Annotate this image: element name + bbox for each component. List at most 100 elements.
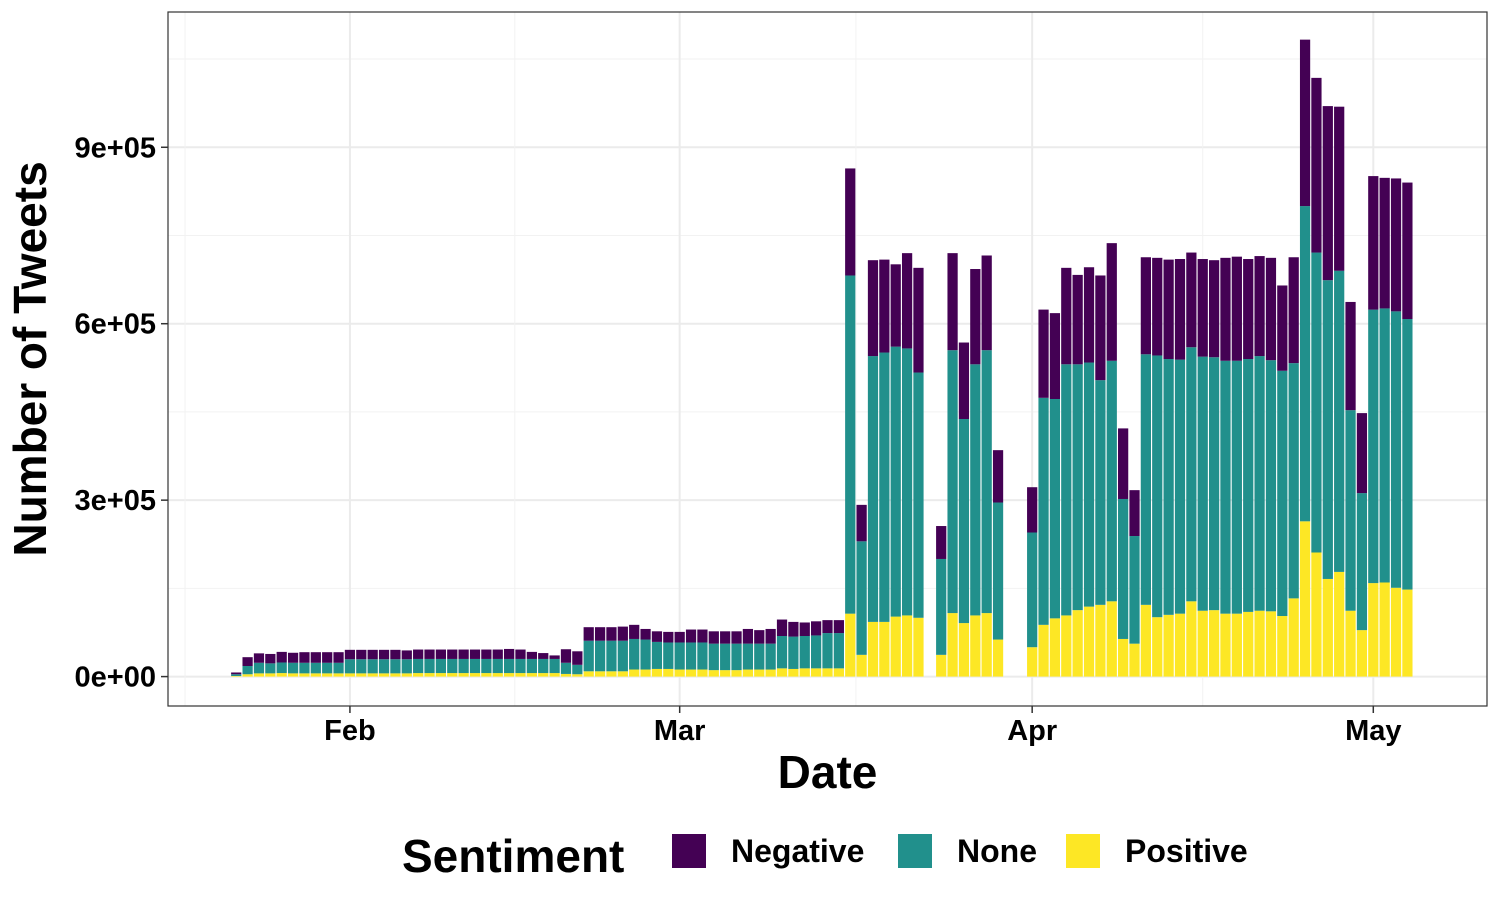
bar-segment-negative [720, 631, 731, 644]
bar-segment-negative [504, 648, 515, 659]
bar-segment-negative [378, 649, 390, 660]
bar-segment-positive [731, 670, 742, 677]
legend-key-none [898, 834, 932, 868]
bar-segment-positive [1322, 578, 1333, 677]
bar-segment-negative [310, 652, 321, 663]
bar-segment-none [720, 643, 731, 671]
bar-segment-positive [1243, 611, 1254, 677]
bar-segment-none [1163, 359, 1174, 615]
bar-segment-positive [856, 654, 867, 677]
bar-segment-negative [538, 653, 549, 659]
bars [231, 39, 1413, 677]
bar-segment-negative [1095, 275, 1106, 381]
legend-title: Sentiment [402, 830, 624, 882]
bar-segment-negative [1231, 256, 1242, 361]
bar-segment-negative [367, 649, 378, 660]
bar-segment-none [1049, 398, 1061, 619]
bar-segment-none [981, 350, 992, 614]
bar-segment-positive [356, 673, 367, 677]
legend-key-negative [672, 834, 706, 868]
bar-segment-positive [1345, 610, 1356, 677]
bar-segment-none [1220, 360, 1231, 614]
bar-segment-positive [1402, 589, 1413, 677]
bar-segment-positive [1208, 610, 1220, 677]
bar-segment-negative [1174, 259, 1186, 360]
bar-segment-negative [1322, 106, 1333, 281]
bar-segment-none [492, 658, 503, 674]
bar-segment-positive [287, 673, 299, 677]
x-tick-label: Apr [1007, 715, 1057, 747]
bar-segment-negative [1129, 490, 1140, 537]
bar-segment-none [322, 662, 333, 674]
bar-segment-positive [754, 669, 765, 677]
bar-segment-positive [560, 673, 572, 677]
bar-segment-positive [1254, 610, 1265, 677]
bar-segment-none [310, 662, 321, 674]
bar-segment-positive [1334, 571, 1345, 677]
bar-segment-positive [549, 673, 560, 677]
bar-segment-none [538, 658, 549, 674]
bar-segment-none [685, 642, 697, 670]
bar-segment-none [856, 541, 867, 655]
bar-segment-negative [1288, 257, 1299, 364]
bar-segment-negative [1038, 309, 1049, 398]
y-axis-title: Number of Tweets [4, 161, 56, 556]
bar-segment-positive [697, 669, 708, 677]
bar-segment-negative [1163, 259, 1174, 359]
bar-segment-negative [1118, 428, 1129, 499]
bar-segment-positive [504, 673, 515, 677]
bar-segment-negative [1390, 178, 1402, 312]
bar-segment-positive [435, 673, 447, 677]
bar-segment-none [1288, 363, 1299, 599]
bar-segment-none [913, 372, 924, 618]
bar-segment-negative [833, 620, 844, 634]
bar-segment-positive [1265, 611, 1277, 677]
bar-segment-positive [1288, 598, 1299, 677]
y-tick-label: 3e+05 [75, 485, 156, 517]
bar-segment-negative [1254, 256, 1265, 357]
bar-segment-none [299, 662, 310, 674]
bar-segment-none [811, 635, 822, 669]
bar-segment-none [231, 674, 242, 676]
bar-segment-none [1254, 356, 1265, 611]
bar-segment-positive [1390, 587, 1402, 677]
bar-segment-positive [276, 673, 287, 677]
bar-segment-positive [1356, 630, 1368, 677]
bar-segment-positive [1061, 615, 1072, 677]
bar-segment-negative [401, 650, 412, 660]
bar-segment-none [401, 659, 412, 674]
bar-segment-none [947, 350, 958, 614]
bar-segment-negative [765, 628, 776, 644]
bar-segment-negative [799, 622, 810, 637]
bar-segment-negative [560, 649, 572, 663]
bar-segment-none [1277, 370, 1288, 617]
bar-segment-negative [663, 631, 674, 643]
bar-segment-negative [981, 255, 992, 351]
bar-segment-none [594, 640, 606, 672]
bar-segment-none [731, 643, 742, 671]
bar-segment-positive [1118, 638, 1129, 677]
bar-segment-negative [742, 628, 754, 644]
bar-segment-positive [617, 671, 628, 677]
bar-segment-none [1027, 532, 1038, 648]
bar-segment-positive [526, 673, 537, 677]
bar-segment-positive [1277, 616, 1288, 677]
bar-segment-none [583, 640, 594, 672]
bar-segment-none [867, 356, 879, 622]
bar-segment-negative [1334, 106, 1345, 271]
bar-segment-none [663, 642, 674, 669]
bar-segment-negative [970, 269, 981, 365]
bar-segment-positive [742, 669, 754, 677]
bar-segment-none [481, 658, 492, 674]
bar-segment-none [1402, 319, 1413, 590]
bar-segment-negative [322, 652, 333, 663]
bar-segment-negative [708, 631, 719, 644]
bar-segment-negative [1106, 243, 1117, 361]
legend-label-negative: Negative [731, 833, 864, 869]
bar-segment-negative [1345, 301, 1356, 411]
bar-segment-positive [674, 669, 685, 677]
bar-segment-positive [1299, 521, 1311, 677]
bar-segment-negative [265, 653, 276, 664]
bar-segment-positive [765, 669, 776, 677]
